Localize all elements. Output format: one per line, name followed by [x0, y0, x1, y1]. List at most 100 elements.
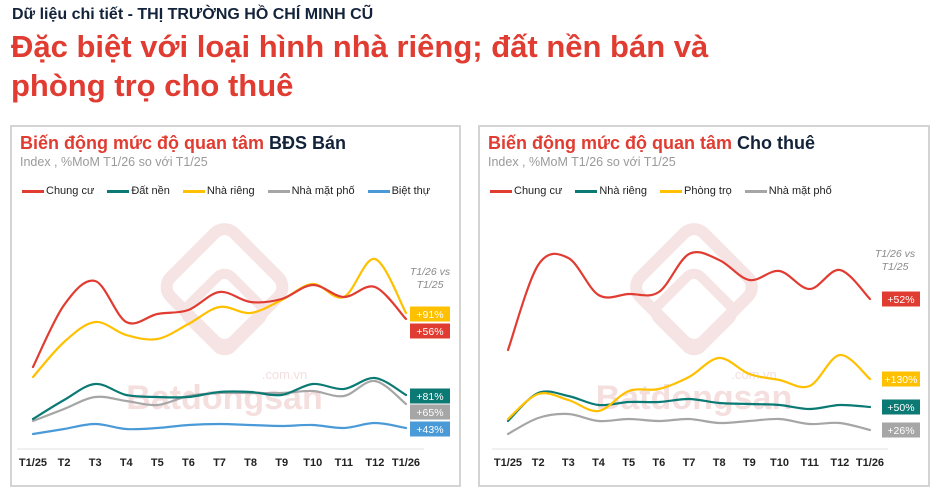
comparison-note: T1/26 vs [875, 248, 916, 260]
chart-panel-rent: Biến động mức độ quan tâm Cho thuê Index… [478, 125, 930, 487]
x-tick-label: T2 [532, 457, 545, 469]
legend-swatch [267, 189, 290, 193]
comparison-note: T1/26 vs [410, 266, 451, 278]
legend-label: Chung cư [514, 185, 563, 197]
legend-label: Nhà mặt phố [291, 185, 355, 197]
legend-label: Phòng trọ [684, 185, 732, 197]
x-tick-label: T2 [58, 457, 71, 469]
x-tick-label: T10 [303, 457, 322, 469]
chart-title: Biến động mức độ quan tâm BĐS Bán [20, 133, 346, 154]
legend-swatch [107, 189, 130, 193]
legend-item[interactable]: Chung cư [22, 185, 94, 197]
change-badge-bg [410, 421, 450, 437]
legend-item[interactable]: Nhà mặt phố [267, 185, 355, 197]
legend-label: Nhà riêng [206, 185, 255, 197]
change-badge-label: +50% [887, 402, 914, 414]
x-tick-label: T1/25 [494, 457, 522, 469]
change-badge-label: +81% [416, 391, 443, 403]
legend-swatch [744, 189, 767, 193]
x-tick-label: T1/26 [856, 457, 884, 469]
legend-label: Nhà riêng [599, 185, 648, 197]
change-badge: +130% [882, 371, 920, 387]
legend-item[interactable]: Nhà riêng [182, 185, 255, 197]
change-badge-bg [882, 399, 920, 415]
legend-swatch [22, 189, 44, 193]
change-badge-label: +26% [887, 425, 914, 437]
change-badge-label: +130% [885, 374, 918, 386]
x-tick-label: T7 [213, 457, 226, 469]
legend-swatch [575, 189, 598, 193]
legend-item[interactable]: Nhà riêng [575, 185, 647, 197]
change-badge-bg [410, 404, 450, 420]
chart-title: Biến động mức độ quan tâm Cho thuê [488, 133, 815, 154]
x-tick-label: T6 [182, 457, 195, 469]
change-badge: +81% [410, 388, 450, 404]
line-chart-rent: Batdongsan.com.vn T1/25 T2 T3 T4 T5 T6 T7 T8 T9 T1… [492, 223, 920, 469]
chart-title-prefix: Biến động mức độ quan tâm [488, 133, 738, 153]
change-badge-bg [882, 291, 920, 307]
change-badge-bg [410, 388, 450, 404]
x-tick-label: T11 [335, 457, 353, 469]
legend-swatch [490, 189, 512, 193]
comparison-note: T1/25 [417, 279, 444, 291]
legend-swatch [367, 189, 390, 193]
legend-item[interactable]: Nhà mặt phố [744, 185, 832, 197]
x-tick-label: T1/25 [19, 457, 47, 469]
change-badge-bg [410, 306, 450, 322]
x-tick-label: T12 [830, 457, 849, 469]
x-tick-label: T8 [244, 457, 257, 469]
change-badge: +65% [410, 404, 450, 420]
change-badge-label: +56% [416, 326, 443, 338]
x-tick-label: T4 [592, 457, 606, 469]
change-badge: +56% [410, 323, 450, 339]
legend-item[interactable]: Đất nền [107, 185, 170, 197]
chart-title-highlight: BĐS Bán [269, 133, 347, 153]
headline-line-2: phòng trọ cho thuê [11, 68, 294, 103]
chart-subtitle: Index , %MoM T1/26 so với T1/25 [20, 155, 208, 169]
chart-title-prefix: Biến động mức độ quan tâm [20, 133, 270, 153]
x-tick-label: T12 [365, 457, 384, 469]
x-tick-label: T9 [275, 457, 288, 469]
chart-legend: Chung cư Nhà riêng Phòng trọ Nhà mặt phố [490, 185, 845, 197]
change-badge: +50% [882, 399, 920, 415]
change-badge-label: +52% [887, 294, 914, 306]
change-badge-label: +65% [416, 407, 443, 419]
x-tick-label: T11 [800, 457, 818, 469]
comparison-note: T1/25 [882, 261, 909, 273]
change-badge: +26% [882, 422, 920, 438]
line-chart-sale: Batdongsan.com.vn T1/25 T2 T3 T4 T5 T6 T7 T8 T9 T1… [17, 223, 451, 469]
legend-label: Biệt thự [391, 185, 431, 197]
legend-item[interactable]: Chung cư [490, 185, 562, 197]
x-tick-label: T5 [622, 457, 635, 469]
legend-item[interactable]: Biệt thự [367, 185, 431, 197]
x-tick-label: T4 [120, 457, 134, 469]
x-tick-label: T9 [743, 457, 756, 469]
x-tick-label: T3 [562, 457, 575, 469]
chart-panel-sale: Biến động mức độ quan tâm BĐS Bán Index … [10, 125, 461, 487]
x-tick-label: T6 [652, 457, 665, 469]
change-badge: +52% [882, 291, 920, 307]
legend-swatch [182, 189, 205, 193]
headline-line-1: Đặc biệt với loại hình nhà riêng; đất nề… [11, 29, 709, 64]
series-line-0 [506, 250, 872, 352]
legend-label: Nhà mặt phố [768, 185, 832, 197]
kicker-title: Dữ liệu chi tiết - THỊ TRƯỜNG HỒ CHÍ MIN… [12, 6, 374, 23]
change-badge-bg [882, 422, 920, 438]
x-tick-label: T3 [89, 457, 102, 469]
x-tick-label: T1/26 [392, 457, 420, 469]
chart-legend: Chung cư Đất nền Nhà riêng Nhà mặt phố Biệt … [22, 185, 443, 197]
change-badge-label: +43% [416, 424, 443, 436]
legend-label: Chung cư [46, 185, 95, 197]
watermark-domain: .com.vn [262, 367, 308, 382]
series-line-4 [31, 421, 408, 436]
watermark-text: Batdongsan [596, 379, 792, 417]
legend-swatch [660, 189, 683, 193]
change-badge: +91% [410, 306, 450, 322]
change-badge-label: +91% [416, 309, 443, 321]
x-tick-label: T10 [770, 457, 789, 469]
x-tick-label: T7 [683, 457, 696, 469]
chart-title-highlight: Cho thuê [737, 133, 816, 153]
legend-item[interactable]: Phòng trọ [660, 185, 732, 197]
change-badge: +43% [410, 421, 450, 437]
x-tick-label: T8 [713, 457, 726, 469]
